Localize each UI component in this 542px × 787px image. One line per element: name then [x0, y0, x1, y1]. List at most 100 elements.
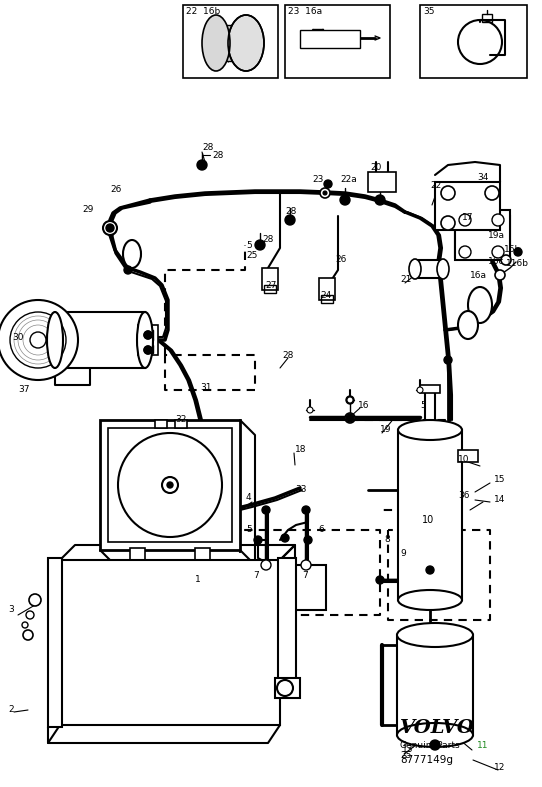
- Text: 17: 17: [462, 213, 474, 223]
- Ellipse shape: [397, 623, 473, 647]
- Bar: [143, 345, 153, 353]
- Bar: [300, 30, 360, 48]
- Text: 31: 31: [200, 383, 211, 393]
- Ellipse shape: [409, 259, 421, 279]
- Circle shape: [346, 396, 354, 404]
- Text: 7: 7: [302, 571, 308, 579]
- Bar: [278, 558, 296, 688]
- Circle shape: [346, 414, 354, 422]
- Bar: [368, 172, 396, 192]
- Text: 30: 30: [12, 334, 23, 342]
- Circle shape: [301, 560, 311, 570]
- Circle shape: [255, 240, 265, 250]
- Circle shape: [324, 180, 332, 188]
- Text: VOLVO: VOLVO: [400, 719, 475, 737]
- Circle shape: [281, 534, 289, 542]
- Circle shape: [285, 215, 295, 225]
- Text: 37: 37: [18, 386, 29, 394]
- Bar: [55, 312, 145, 368]
- Circle shape: [29, 594, 41, 606]
- Circle shape: [277, 680, 293, 696]
- Text: 23  16a: 23 16a: [288, 6, 322, 16]
- Bar: [285, 5, 390, 78]
- Bar: [262, 268, 278, 290]
- Bar: [482, 14, 492, 22]
- Text: 4: 4: [246, 493, 251, 503]
- Circle shape: [376, 576, 384, 584]
- Ellipse shape: [47, 312, 63, 368]
- Circle shape: [323, 191, 327, 195]
- Text: 10: 10: [422, 515, 434, 525]
- Bar: [420, 385, 440, 393]
- Circle shape: [417, 387, 423, 393]
- Text: 3: 3: [8, 605, 14, 615]
- Text: 9: 9: [400, 549, 406, 557]
- Text: 8: 8: [384, 535, 390, 545]
- Circle shape: [198, 161, 206, 169]
- Bar: [143, 330, 153, 340]
- Text: 32: 32: [175, 416, 186, 424]
- Ellipse shape: [468, 287, 492, 323]
- Circle shape: [514, 248, 522, 256]
- Text: 19a: 19a: [488, 231, 505, 239]
- Text: 1: 1: [195, 575, 201, 585]
- Text: 35: 35: [423, 6, 435, 16]
- Circle shape: [107, 225, 113, 231]
- Text: 5: 5: [246, 526, 251, 534]
- Circle shape: [26, 611, 34, 619]
- Circle shape: [320, 188, 330, 198]
- Text: 21: 21: [400, 275, 411, 284]
- Circle shape: [501, 255, 511, 265]
- Circle shape: [118, 433, 222, 537]
- Circle shape: [444, 356, 452, 364]
- Circle shape: [124, 266, 132, 274]
- Circle shape: [162, 477, 178, 493]
- Text: 25: 25: [400, 751, 411, 759]
- Circle shape: [430, 740, 440, 750]
- Circle shape: [492, 246, 504, 258]
- Text: 16a: 16a: [470, 271, 487, 279]
- Text: 23: 23: [312, 176, 324, 184]
- Text: 16c: 16c: [488, 257, 505, 267]
- Bar: [60, 560, 280, 725]
- Circle shape: [459, 214, 471, 226]
- Text: 22  16b: 22 16b: [186, 6, 220, 16]
- Circle shape: [441, 216, 455, 230]
- Circle shape: [261, 560, 271, 570]
- Bar: [397, 635, 473, 735]
- Circle shape: [23, 630, 33, 640]
- Ellipse shape: [458, 311, 478, 339]
- Circle shape: [197, 160, 207, 170]
- Circle shape: [347, 397, 353, 403]
- Bar: [319, 278, 335, 300]
- Bar: [321, 295, 333, 303]
- Text: 18: 18: [295, 445, 306, 455]
- Circle shape: [375, 195, 385, 205]
- Bar: [455, 210, 510, 260]
- Ellipse shape: [398, 420, 462, 440]
- Circle shape: [22, 622, 28, 628]
- Circle shape: [485, 186, 499, 200]
- Text: 116b: 116b: [506, 260, 529, 268]
- Bar: [435, 182, 500, 230]
- Bar: [398, 430, 462, 600]
- Bar: [155, 420, 167, 428]
- Circle shape: [144, 331, 152, 339]
- Text: 11: 11: [477, 741, 488, 749]
- Text: 5: 5: [420, 401, 426, 409]
- Ellipse shape: [202, 15, 230, 71]
- Text: 2: 2: [8, 705, 14, 715]
- Bar: [264, 285, 276, 293]
- Text: 16: 16: [358, 401, 370, 409]
- Circle shape: [106, 224, 114, 232]
- Text: 34: 34: [477, 173, 488, 183]
- Text: 28: 28: [212, 150, 223, 160]
- Circle shape: [340, 195, 350, 205]
- Text: 7: 7: [253, 571, 259, 579]
- Circle shape: [495, 270, 505, 280]
- Text: 26: 26: [110, 186, 121, 194]
- Bar: [130, 548, 145, 560]
- Text: 8777149g: 8777149g: [400, 755, 453, 765]
- Circle shape: [492, 214, 504, 226]
- Circle shape: [262, 506, 270, 514]
